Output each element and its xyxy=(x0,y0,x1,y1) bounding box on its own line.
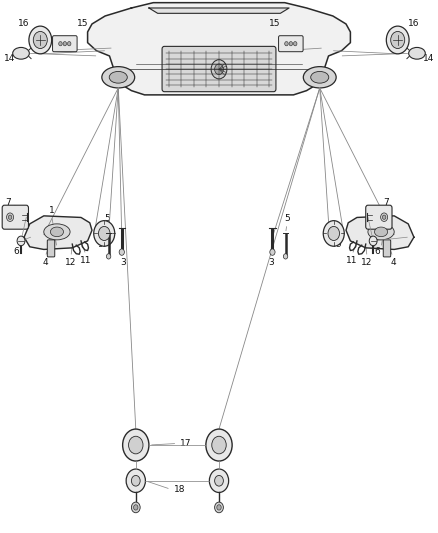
Text: 5: 5 xyxy=(104,214,110,223)
Polygon shape xyxy=(149,8,289,13)
FancyBboxPatch shape xyxy=(53,36,77,52)
Circle shape xyxy=(293,42,297,46)
Text: 3: 3 xyxy=(268,258,274,266)
Circle shape xyxy=(131,502,140,513)
Text: 12: 12 xyxy=(361,258,373,266)
Polygon shape xyxy=(88,3,350,95)
Ellipse shape xyxy=(50,227,64,237)
Text: 16: 16 xyxy=(18,20,30,28)
Circle shape xyxy=(134,505,138,510)
Circle shape xyxy=(94,221,115,246)
Circle shape xyxy=(67,42,71,46)
Ellipse shape xyxy=(303,67,336,88)
Text: 14: 14 xyxy=(423,54,434,63)
Circle shape xyxy=(126,469,145,492)
Circle shape xyxy=(211,60,227,79)
Text: 15: 15 xyxy=(77,20,88,28)
Circle shape xyxy=(29,26,52,54)
Ellipse shape xyxy=(311,71,329,83)
Circle shape xyxy=(206,429,232,461)
Text: 9: 9 xyxy=(335,240,341,248)
Circle shape xyxy=(289,42,293,46)
Text: 17: 17 xyxy=(180,439,192,448)
Ellipse shape xyxy=(102,67,135,88)
Circle shape xyxy=(99,227,110,240)
Circle shape xyxy=(285,42,288,46)
Circle shape xyxy=(381,213,388,222)
Text: 14: 14 xyxy=(4,54,15,63)
Circle shape xyxy=(215,502,223,513)
Text: 7: 7 xyxy=(383,198,389,207)
Text: 18: 18 xyxy=(174,485,185,494)
FancyBboxPatch shape xyxy=(2,205,28,229)
Circle shape xyxy=(63,42,67,46)
Circle shape xyxy=(129,436,143,454)
Circle shape xyxy=(270,249,275,255)
Circle shape xyxy=(215,475,223,486)
Text: 15: 15 xyxy=(269,20,281,28)
Text: 1: 1 xyxy=(49,206,55,215)
Circle shape xyxy=(123,429,149,461)
Circle shape xyxy=(209,469,229,492)
Circle shape xyxy=(17,236,25,246)
Text: 6: 6 xyxy=(374,247,381,256)
Text: 11: 11 xyxy=(80,256,92,264)
Text: 12: 12 xyxy=(65,258,77,266)
Text: 16: 16 xyxy=(408,20,420,28)
Polygon shape xyxy=(346,216,414,249)
Text: 7: 7 xyxy=(5,198,11,207)
Ellipse shape xyxy=(13,47,29,59)
Circle shape xyxy=(323,221,344,246)
Circle shape xyxy=(59,42,62,46)
Circle shape xyxy=(391,31,405,49)
Text: 6: 6 xyxy=(14,247,20,256)
Ellipse shape xyxy=(109,71,127,83)
Ellipse shape xyxy=(374,227,388,237)
Text: 4: 4 xyxy=(42,258,48,266)
Text: 5: 5 xyxy=(284,214,290,223)
Circle shape xyxy=(369,236,377,246)
Circle shape xyxy=(106,254,111,259)
Circle shape xyxy=(7,213,14,222)
FancyBboxPatch shape xyxy=(162,46,276,92)
Circle shape xyxy=(382,215,386,220)
FancyBboxPatch shape xyxy=(383,240,391,257)
FancyBboxPatch shape xyxy=(47,240,55,257)
Circle shape xyxy=(386,26,409,54)
Text: 11: 11 xyxy=(346,256,358,264)
FancyBboxPatch shape xyxy=(366,205,392,229)
Text: 4: 4 xyxy=(390,258,396,266)
FancyBboxPatch shape xyxy=(279,36,303,52)
Circle shape xyxy=(8,215,12,220)
Ellipse shape xyxy=(409,47,425,59)
Text: 3: 3 xyxy=(120,258,127,266)
Text: 9: 9 xyxy=(97,240,103,248)
Circle shape xyxy=(119,249,124,255)
Circle shape xyxy=(33,31,47,49)
Circle shape xyxy=(131,475,140,486)
Text: 1: 1 xyxy=(383,206,389,215)
Circle shape xyxy=(217,505,221,510)
Circle shape xyxy=(328,227,339,240)
Ellipse shape xyxy=(44,224,70,240)
Circle shape xyxy=(215,64,223,75)
Ellipse shape xyxy=(368,224,394,240)
Polygon shape xyxy=(24,216,92,249)
Circle shape xyxy=(212,436,226,454)
Circle shape xyxy=(283,254,288,259)
